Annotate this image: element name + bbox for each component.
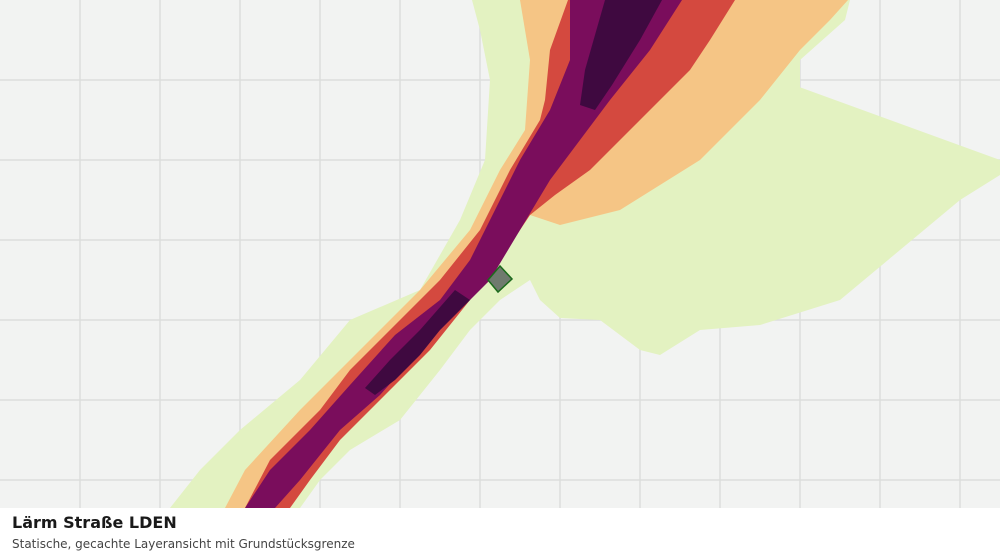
- title: Lärm Straße LDEN: [12, 513, 177, 532]
- subtitle: Statische, gecachte Layeransicht mit Gru…: [12, 537, 355, 551]
- noise-zone-purple: [245, 0, 682, 508]
- footer: Lärm Straße LDEN Statische, gecachte Lay…: [0, 508, 1000, 560]
- noise-zone-darkpurple: [580, 0, 662, 110]
- map: [0, 0, 1000, 508]
- noise-zone-darkpurple: [365, 290, 470, 395]
- parcel-boundary: [487, 264, 514, 294]
